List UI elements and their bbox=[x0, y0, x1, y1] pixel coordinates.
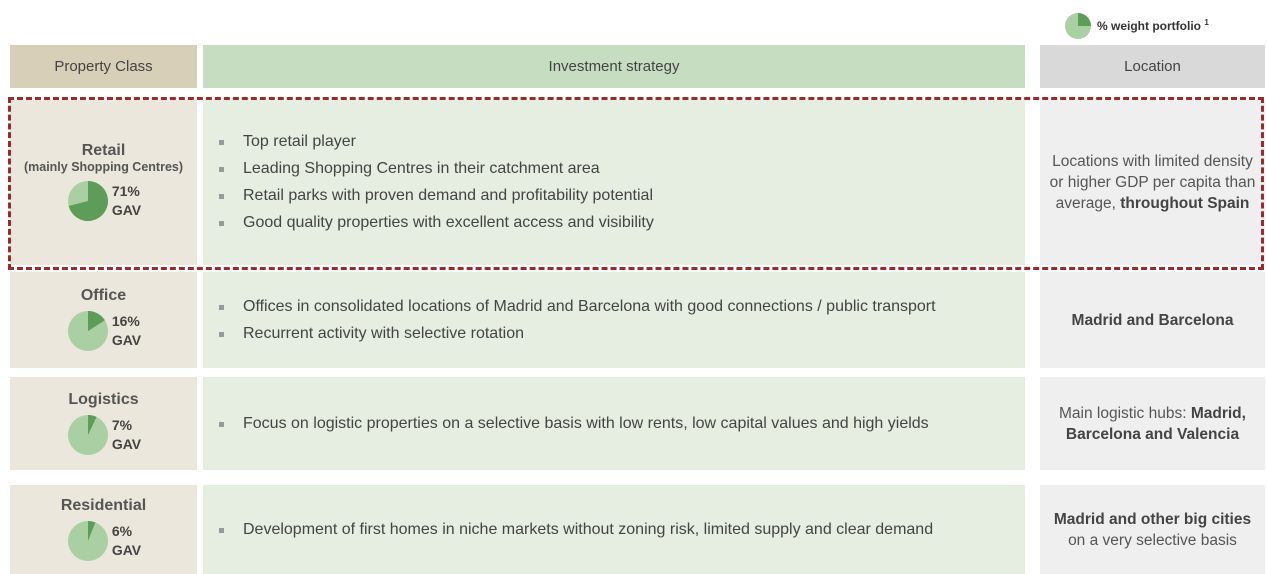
weight-value: 71% bbox=[111, 183, 140, 199]
strategy-cell: Development of first homes in niche mark… bbox=[203, 485, 1025, 574]
location-text: Madrid and other big cities on a very se… bbox=[1048, 509, 1257, 551]
location-text: Locations with limited density or higher… bbox=[1048, 151, 1257, 214]
strategy-list: Top retail player Leading Shopping Centre… bbox=[217, 125, 654, 240]
header-text: Property Class bbox=[54, 58, 153, 75]
class-cell: Residential 6% GAV bbox=[10, 485, 197, 574]
weight-label: 7% GAV bbox=[112, 416, 141, 454]
pie bbox=[67, 181, 108, 221]
strategy-cell: Top retail player Leading Shopping Centre… bbox=[203, 100, 1025, 265]
weight: 71% GAV bbox=[66, 179, 141, 223]
pie bbox=[67, 414, 108, 455]
location-part: Main logistic hubs: bbox=[1059, 404, 1187, 422]
pie-slice bbox=[68, 181, 108, 221]
class-name: Logistics bbox=[68, 390, 139, 408]
class-cell: Retail (mainly Shopping Centres) 71% GAV bbox=[10, 100, 197, 265]
strategy-list: Development of first homes in niche mark… bbox=[217, 513, 933, 547]
header-text: Location bbox=[1124, 58, 1181, 75]
location-cell: Madrid and other big cities on a very se… bbox=[1040, 485, 1265, 574]
pie bbox=[67, 520, 108, 561]
strategy-list: Focus on logistic properties on a select… bbox=[217, 407, 929, 441]
weight: 16% GAV bbox=[66, 309, 141, 353]
location-text: Madrid and Barcelona bbox=[1072, 310, 1234, 331]
weight-unit: GAV bbox=[111, 541, 142, 558]
highlight-box bbox=[8, 97, 1264, 270]
strategy-cell: Offices in consolidated locations of Mad… bbox=[203, 272, 1025, 368]
strategy-item: Development of first homes in niche mark… bbox=[217, 520, 933, 540]
class-name: Office bbox=[80, 287, 127, 304]
header-cell: Property Class bbox=[10, 45, 197, 88]
weight-unit: GAV bbox=[111, 332, 142, 348]
strategy-cell: Focus on logistic properties on a select… bbox=[203, 377, 1025, 470]
strategy-list: Offices in consolidated locations of Mad… bbox=[217, 290, 936, 351]
weight-value: 6% bbox=[111, 522, 133, 539]
strategy-item: Top retail player bbox=[217, 132, 654, 152]
location-part: throughout Spain bbox=[1120, 195, 1250, 212]
strategy-item: Good quality properties with excellent a… bbox=[217, 213, 654, 233]
weight-unit: GAV bbox=[111, 435, 142, 452]
weight-value: 16% bbox=[111, 313, 140, 329]
class-cell: Office 16% GAV bbox=[10, 272, 197, 368]
location-part: Locations with limited density or higher… bbox=[1049, 153, 1256, 212]
pie-slice bbox=[87, 414, 97, 435]
strategy-item: Focus on logistic properties on a select… bbox=[217, 414, 929, 434]
class-name: Retail bbox=[81, 142, 126, 159]
location-cell: Main logistic hubs: Madrid, Barcelona an… bbox=[1040, 377, 1265, 470]
header-text: Investment strategy bbox=[548, 58, 680, 75]
location-cell: Madrid and Barcelona bbox=[1040, 272, 1265, 368]
location-part: Madrid, Barcelona and Valencia bbox=[1065, 404, 1246, 443]
header-cell: Investment strategy bbox=[203, 45, 1025, 88]
legend-icon bbox=[1065, 13, 1091, 39]
class-cell: Logistics 7% GAV bbox=[10, 377, 197, 470]
legend-note: 1 bbox=[1204, 18, 1209, 27]
weight-label: 16% GAV bbox=[112, 312, 141, 350]
weight: 6% GAV bbox=[66, 519, 141, 563]
pie bbox=[67, 311, 108, 351]
location-part: Madrid and Barcelona bbox=[1071, 311, 1234, 329]
location-part: on a very selective basis bbox=[1068, 531, 1237, 549]
location-text: Main logistic hubs: Madrid, Barcelona an… bbox=[1048, 403, 1257, 445]
legend-text: % weight portfolio bbox=[1097, 19, 1201, 33]
strategy-item: Leading Shopping Centres in their catchm… bbox=[217, 159, 654, 179]
weight-unit: GAV bbox=[111, 202, 142, 218]
strategy-item: Offices in consolidated locations of Mad… bbox=[217, 297, 936, 317]
legend-label: % weight portfolio 1 bbox=[1097, 18, 1209, 33]
weight-value: 7% bbox=[111, 416, 133, 433]
location-part: Madrid and other big cities bbox=[1053, 510, 1252, 528]
weight: 7% GAV bbox=[66, 413, 141, 457]
weight-label: 6% GAV bbox=[112, 522, 141, 560]
pie-slice bbox=[87, 520, 96, 541]
strategy-item: Retail parks with proven demand and prof… bbox=[217, 186, 654, 206]
weight-label: 71% GAV bbox=[112, 182, 141, 220]
header-cell: Location bbox=[1040, 45, 1265, 88]
location-cell: Locations with limited density or higher… bbox=[1040, 100, 1265, 265]
pie-slice bbox=[87, 311, 105, 331]
class-name: Residential bbox=[60, 496, 147, 514]
class-subtitle: (mainly Shopping Centres) bbox=[23, 160, 184, 174]
strategy-item: Recurrent activity with selective rotati… bbox=[217, 324, 936, 344]
